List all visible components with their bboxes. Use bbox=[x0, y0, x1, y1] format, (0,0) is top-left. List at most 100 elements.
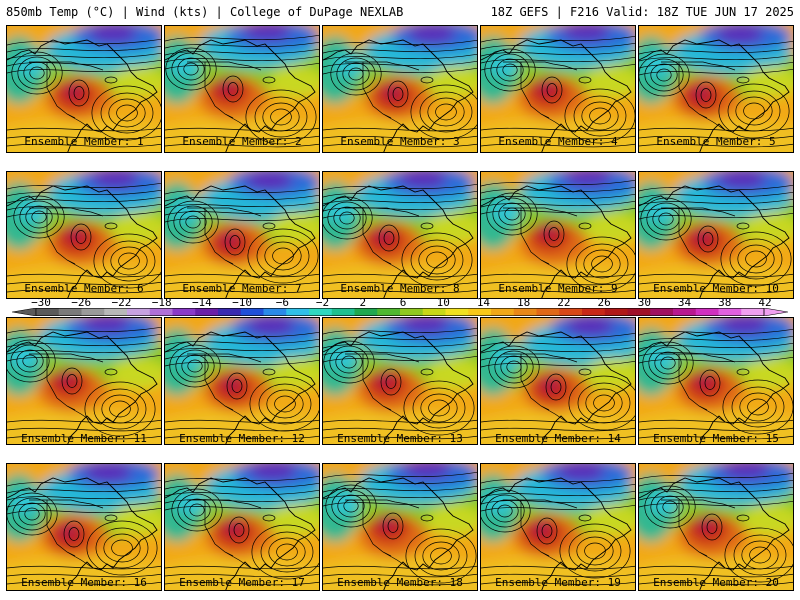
colorbar-segment bbox=[331, 308, 355, 316]
colorbar-segment bbox=[582, 308, 606, 316]
colorbar-segment bbox=[286, 308, 310, 316]
temperature-colorbar bbox=[12, 308, 788, 316]
temperature-map bbox=[165, 172, 319, 298]
temperature-map bbox=[7, 318, 161, 444]
temperature-map bbox=[481, 464, 635, 590]
ensemble-member-label: Ensemble Member: 18 bbox=[337, 576, 463, 589]
ensemble-panel bbox=[164, 463, 320, 591]
colorbar-segment bbox=[604, 308, 628, 316]
ensemble-panel bbox=[638, 317, 794, 445]
ensemble-panel bbox=[164, 317, 320, 445]
temperature-map bbox=[323, 464, 477, 590]
temperature-map bbox=[323, 26, 477, 152]
ensemble-panel bbox=[6, 317, 162, 445]
ensemble-panel bbox=[164, 171, 320, 299]
colorbar-segment bbox=[81, 308, 105, 316]
colorbar-segment bbox=[127, 308, 151, 316]
colorbar-tick-label: 22 bbox=[557, 296, 571, 309]
colorbar-tick-labels: −30 −26 −22 −18 −14 −10 −6 −2 2 6 10 14 18 22 26 30 34 38… bbox=[0, 297, 800, 309]
colorbar-tick-label: 14 bbox=[476, 296, 491, 309]
colorbar-tick-label: −26 bbox=[71, 296, 92, 309]
ensemble-member-label: Ensemble Member: 2 bbox=[182, 135, 302, 148]
colorbar-segment bbox=[104, 308, 128, 316]
colorbar-tick-label: 10 bbox=[436, 296, 450, 309]
temperature-map bbox=[323, 172, 477, 298]
colorbar-segment bbox=[559, 308, 583, 316]
ensemble-member-label: Ensemble Member: 13 bbox=[337, 432, 463, 445]
colorbar-left-arrow bbox=[12, 308, 37, 316]
temperature-map bbox=[481, 172, 635, 298]
colorbar-segment bbox=[149, 308, 173, 316]
colorbar-segment bbox=[400, 308, 424, 316]
ensemble-member-label: Ensemble Member: 11 bbox=[21, 432, 147, 445]
colorbar-segment bbox=[36, 308, 60, 316]
ensemble-member-label: Ensemble Member: 8 bbox=[340, 282, 460, 295]
temperature-map bbox=[7, 26, 161, 152]
ensemble-member-label: Ensemble Member: 7 bbox=[182, 282, 302, 295]
colorbar-segment bbox=[513, 308, 537, 316]
ensemble-member-label: Ensemble Member: 1 bbox=[24, 135, 144, 148]
colorbar-segment bbox=[650, 308, 674, 316]
colorbar-segment bbox=[445, 308, 469, 316]
ensemble-member-label: Ensemble Member: 10 bbox=[653, 282, 779, 295]
colorbar-tick-label: −22 bbox=[111, 296, 132, 309]
ensemble-panel bbox=[638, 171, 794, 299]
temperature-map bbox=[165, 318, 319, 444]
ensemble-panel bbox=[322, 463, 478, 591]
colorbar-segment bbox=[309, 308, 333, 316]
ensemble-member-label: Ensemble Member: 20 bbox=[653, 576, 779, 589]
ensemble-panel bbox=[6, 463, 162, 591]
colorbar-tick-label: 26 bbox=[597, 296, 611, 309]
temperature-map bbox=[639, 318, 793, 444]
colorbar-segment bbox=[195, 308, 219, 316]
ensemble-panel bbox=[480, 463, 636, 591]
colorbar-segment bbox=[741, 308, 765, 316]
temperature-map bbox=[7, 464, 161, 590]
ensemble-panel bbox=[638, 25, 794, 153]
temperature-map bbox=[165, 26, 319, 152]
colorbar-tick-label: 30 bbox=[637, 296, 651, 309]
colorbar-segment bbox=[695, 308, 719, 316]
colorbar-segment bbox=[172, 308, 196, 316]
ensemble-panel bbox=[480, 25, 636, 153]
ensemble-member-label: Ensemble Member: 19 bbox=[495, 576, 621, 589]
ensemble-member-label: Ensemble Member: 6 bbox=[24, 282, 144, 295]
colorbar-tick-label: 6 bbox=[399, 296, 407, 309]
ensemble-member-label: Ensemble Member: 15 bbox=[653, 432, 779, 445]
ensemble-member-label: Ensemble Member: 3 bbox=[340, 135, 460, 148]
colorbar-segment bbox=[536, 308, 560, 316]
colorbar-segment bbox=[491, 308, 515, 316]
colorbar-segment bbox=[218, 308, 242, 316]
temperature-map bbox=[165, 464, 319, 590]
ensemble-member-label: Ensemble Member: 14 bbox=[495, 432, 621, 445]
temperature-map bbox=[639, 464, 793, 590]
colorbar-tick-label: −18 bbox=[151, 296, 172, 309]
colorbar-tick-label: −14 bbox=[191, 296, 212, 309]
ensemble-panel bbox=[480, 171, 636, 299]
colorbar-tick-label: −2 bbox=[315, 296, 330, 309]
colorbar-segment bbox=[354, 308, 378, 316]
colorbar-segment bbox=[627, 308, 651, 316]
ensemble-member-label: Ensemble Member: 4 bbox=[498, 135, 618, 148]
ensemble-member-label: Ensemble Member: 12 bbox=[179, 432, 305, 445]
ensemble-panel bbox=[322, 171, 478, 299]
ensemble-panel bbox=[322, 317, 478, 445]
ensemble-panel bbox=[6, 25, 162, 153]
ensemble-member-label: Ensemble Member: 17 bbox=[179, 576, 305, 589]
temperature-map bbox=[7, 172, 161, 298]
colorbar-tick-label: 38 bbox=[718, 296, 732, 309]
colorbar-tick-label: −30 bbox=[31, 296, 51, 309]
colorbar-tick-label: 18 bbox=[517, 296, 531, 309]
colorbar-tick-label: −10 bbox=[232, 296, 253, 309]
temperature-map bbox=[323, 318, 477, 444]
model-run-valid-time: 18Z GEFS | F216 Valid: 18Z TUE JUN 17 20… bbox=[490, 5, 794, 19]
ensemble-panel bbox=[322, 25, 478, 153]
colorbar-tick-label: 34 bbox=[677, 296, 692, 309]
temperature-map bbox=[481, 26, 635, 152]
colorbar-segment bbox=[422, 308, 446, 316]
map-title: 850mb Temp (°C) | Wind (kts) | College o… bbox=[6, 5, 404, 19]
colorbar-segment bbox=[58, 308, 82, 316]
colorbar-segment bbox=[673, 308, 697, 316]
colorbar-segment bbox=[240, 308, 264, 316]
ensemble-member-label: Ensemble Member: 5 bbox=[656, 135, 776, 148]
